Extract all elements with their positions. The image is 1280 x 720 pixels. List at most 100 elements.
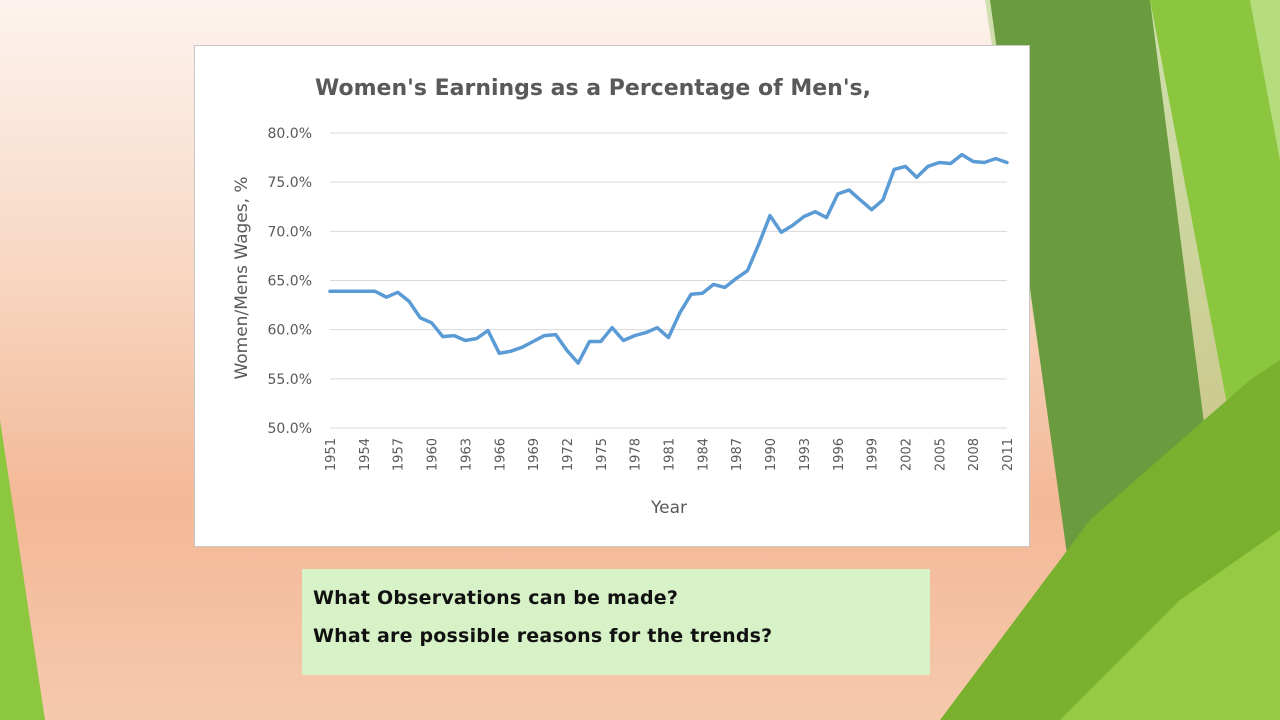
- data-point: [588, 340, 591, 343]
- data-point: [949, 162, 952, 165]
- data-point: [712, 283, 716, 286]
- x-tick-label: 2005: [933, 438, 948, 471]
- data-point: [971, 160, 975, 163]
- data-point: [870, 208, 873, 212]
- y-tick-label: 75.0%: [268, 175, 312, 191]
- x-tick-label: 1963: [459, 438, 474, 471]
- data-point: [486, 329, 490, 333]
- y-axis-title: Women/Mens Wages, %: [232, 176, 252, 379]
- data-point: [407, 299, 411, 303]
- data-point: [441, 335, 445, 338]
- y-tick-label: 60.0%: [268, 323, 312, 339]
- bottom-light-green-shape: [1060, 530, 1280, 720]
- data-point: [644, 331, 648, 335]
- x-axis-ticks: 1951 1954 1957 1960 1963 1966 1969 1972 1975 1978…: [324, 438, 1016, 471]
- data-point: [621, 339, 625, 342]
- x-tick-label: 1954: [358, 438, 373, 471]
- x-tick-label: 1993: [798, 438, 813, 471]
- y-tick-label: 50.0%: [268, 421, 312, 437]
- x-tick-label: 1990: [764, 438, 779, 471]
- data-point: [734, 277, 738, 280]
- data-point: [983, 161, 986, 164]
- data-point: [565, 348, 569, 352]
- left-green-accent: [0, 420, 45, 720]
- data-point: [520, 345, 524, 349]
- x-tick-label: 2008: [967, 438, 982, 471]
- data-point: [475, 337, 479, 340]
- y-tick-label: 70.0%: [268, 224, 312, 240]
- data-point: [791, 224, 795, 227]
- data-point: [847, 188, 851, 192]
- data-point: [542, 334, 546, 337]
- y-axis-ticks: 50.0% 55.0% 60.0% 65.0% 70.0% 75.0% 80.0%: [268, 126, 312, 437]
- question-reasons: What are possible reasons for the trends…: [313, 624, 773, 647]
- data-point: [599, 340, 603, 343]
- x-tick-label: 1969: [527, 438, 542, 471]
- data-point: [576, 361, 580, 365]
- data-point: [746, 269, 749, 273]
- data-point: [892, 167, 896, 171]
- data-point: [385, 295, 388, 299]
- data-point: [396, 290, 400, 294]
- data-point: [1005, 161, 1009, 164]
- data-point: [328, 289, 332, 293]
- data-point: [418, 316, 422, 320]
- series-group: [328, 152, 1009, 365]
- y-tick-label: 55.0%: [268, 372, 312, 388]
- y-tick-label: 65.0%: [268, 274, 312, 290]
- data-point: [633, 334, 637, 337]
- data-point: [904, 165, 907, 168]
- x-tick-label: 1975: [595, 438, 610, 471]
- data-point: [497, 351, 501, 355]
- data-point: [667, 336, 670, 339]
- gridlines: [330, 132, 1007, 429]
- data-point: [723, 285, 727, 289]
- data-point: [802, 215, 806, 218]
- data-point: [373, 289, 377, 293]
- x-tick-label: 2002: [899, 438, 914, 471]
- data-point: [994, 157, 998, 160]
- data-point: [937, 161, 941, 164]
- data-point: [531, 340, 535, 343]
- data-point: [836, 192, 840, 196]
- x-tick-label: 1960: [426, 438, 441, 471]
- data-point: [926, 165, 930, 168]
- data-point: [858, 198, 862, 202]
- data-point: [700, 291, 704, 295]
- data-point: [768, 214, 772, 218]
- x-tick-label: 1984: [696, 438, 711, 471]
- series-line: [328, 152, 1009, 365]
- question-observations: What Observations can be made?: [313, 587, 679, 609]
- discussion-questions-box: What Observations can be made? What are …: [302, 569, 930, 675]
- data-point: [509, 349, 512, 353]
- data-point: [813, 210, 817, 214]
- x-tick-label: 1999: [866, 438, 881, 471]
- data-point: [915, 175, 919, 179]
- x-tick-label: 1972: [561, 438, 576, 471]
- data-point: [689, 292, 693, 296]
- data-point: [757, 242, 761, 246]
- data-point: [678, 311, 682, 315]
- data-point: [339, 289, 343, 293]
- data-point: [554, 333, 558, 336]
- x-tick-label: 2011: [1001, 438, 1016, 471]
- x-tick-label: 1996: [832, 438, 847, 471]
- x-tick-label: 1951: [324, 438, 339, 471]
- chart-title: Women's Earnings as a Percentage of Men'…: [315, 76, 871, 101]
- x-tick-label: 1978: [629, 438, 644, 471]
- data-point: [779, 230, 783, 234]
- x-tick-label: 1966: [493, 438, 508, 471]
- x-tick-label: 1987: [730, 438, 745, 471]
- x-axis-title: Year: [650, 498, 687, 518]
- data-point: [610, 326, 614, 330]
- chart-panel: Women's Earnings as a Percentage of Men'…: [194, 45, 1030, 547]
- data-point: [464, 339, 467, 342]
- x-tick-label: 1957: [392, 438, 407, 471]
- data-point: [825, 216, 828, 219]
- right-light-green-shape: [1250, 0, 1280, 160]
- data-point: [881, 198, 885, 202]
- y-tick-label: 80.0%: [268, 126, 312, 142]
- line-chart: Women's Earnings as a Percentage of Men'…: [232, 76, 1016, 518]
- data-point: [351, 289, 354, 293]
